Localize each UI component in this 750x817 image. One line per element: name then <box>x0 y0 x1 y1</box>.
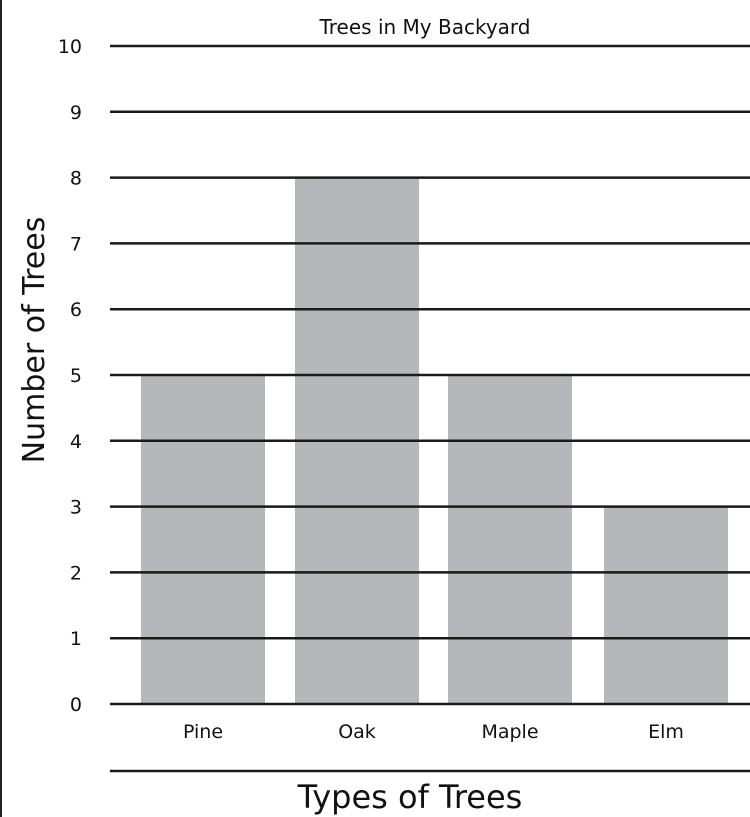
x-category-label-pine: Pine <box>183 721 223 743</box>
bar-elm <box>604 506 728 704</box>
gridlines-over-bars <box>110 44 750 706</box>
x-category-label-elm: Elm <box>648 721 684 743</box>
y-tick-label-2: 2 <box>70 562 82 584</box>
chart-title: Trees in My Backyard <box>319 15 531 39</box>
y-tick-label-4: 4 <box>70 431 82 453</box>
y-tick-label-7: 7 <box>70 233 82 255</box>
y-tick-label-5: 5 <box>70 365 82 387</box>
y-tick-label-0: 0 <box>70 694 82 716</box>
y-tick-labels: 0 1 2 3 4 5 6 7 8 9 10 <box>58 36 82 716</box>
y-axis-label: Number of Trees <box>17 217 52 464</box>
category-labels: Pine Oak Maple Elm <box>183 721 684 743</box>
y-tick-label-6: 6 <box>70 299 82 321</box>
y-tick-label-10: 10 <box>58 36 82 58</box>
bar-maple <box>448 375 572 704</box>
x-category-label-maple: Maple <box>481 721 538 743</box>
x-category-label-oak: Oak <box>338 721 376 743</box>
y-tick-label-8: 8 <box>70 168 82 190</box>
y-tick-label-9: 9 <box>70 102 82 124</box>
bar-pine <box>141 375 265 704</box>
y-tick-label-1: 1 <box>70 628 82 650</box>
y-tick-label-3: 3 <box>70 497 82 519</box>
x-axis-label: Types of Trees <box>297 778 523 816</box>
